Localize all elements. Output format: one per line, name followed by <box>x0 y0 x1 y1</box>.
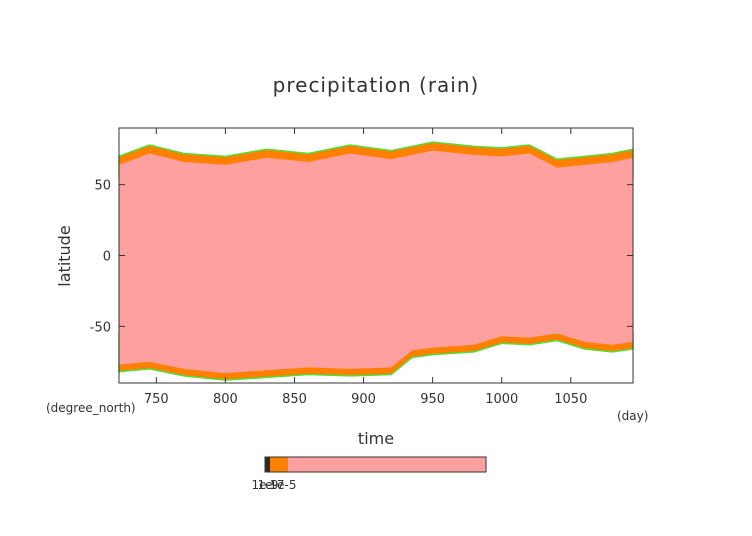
x-tick-label: 850 <box>282 392 307 407</box>
y-tick-label: 50 <box>94 179 111 194</box>
plot-area <box>118 128 634 383</box>
colorbar-tick-label: 1e-5 <box>270 478 297 492</box>
colorbar-tick-label: 1e-9 <box>252 478 279 492</box>
colorbar-mid-segment <box>270 457 288 472</box>
colorbar-high-segment <box>288 457 486 472</box>
x-axis-label: time <box>358 429 394 448</box>
y-tick-label: 0 <box>103 250 111 265</box>
high-precip-region <box>119 150 633 374</box>
x-tick-label: 1050 <box>554 392 587 407</box>
x-tick-label: 800 <box>213 392 238 407</box>
y-units-label: (degree_north) <box>46 401 136 415</box>
x-tick-label: 900 <box>351 392 376 407</box>
x-tick-label: 1000 <box>485 392 518 407</box>
colorbar-low-segment <box>265 457 270 472</box>
y-tick-label: -50 <box>90 320 111 335</box>
colorbar: 1e-91e-71e-5 <box>252 456 487 492</box>
y-axis-label: latitude <box>55 225 74 286</box>
chart-title: precipitation (rain) <box>273 73 480 97</box>
x-tick-label: 750 <box>144 392 169 407</box>
x-units-label: (day) <box>617 409 648 423</box>
x-tick-label: 950 <box>420 392 445 407</box>
colorbar-frame <box>264 456 487 473</box>
axes: 750 800 850 900 950 1000 1050 50 0 -50 <box>90 127 634 407</box>
colorbar-tick-label: 1e-7 <box>258 478 285 492</box>
